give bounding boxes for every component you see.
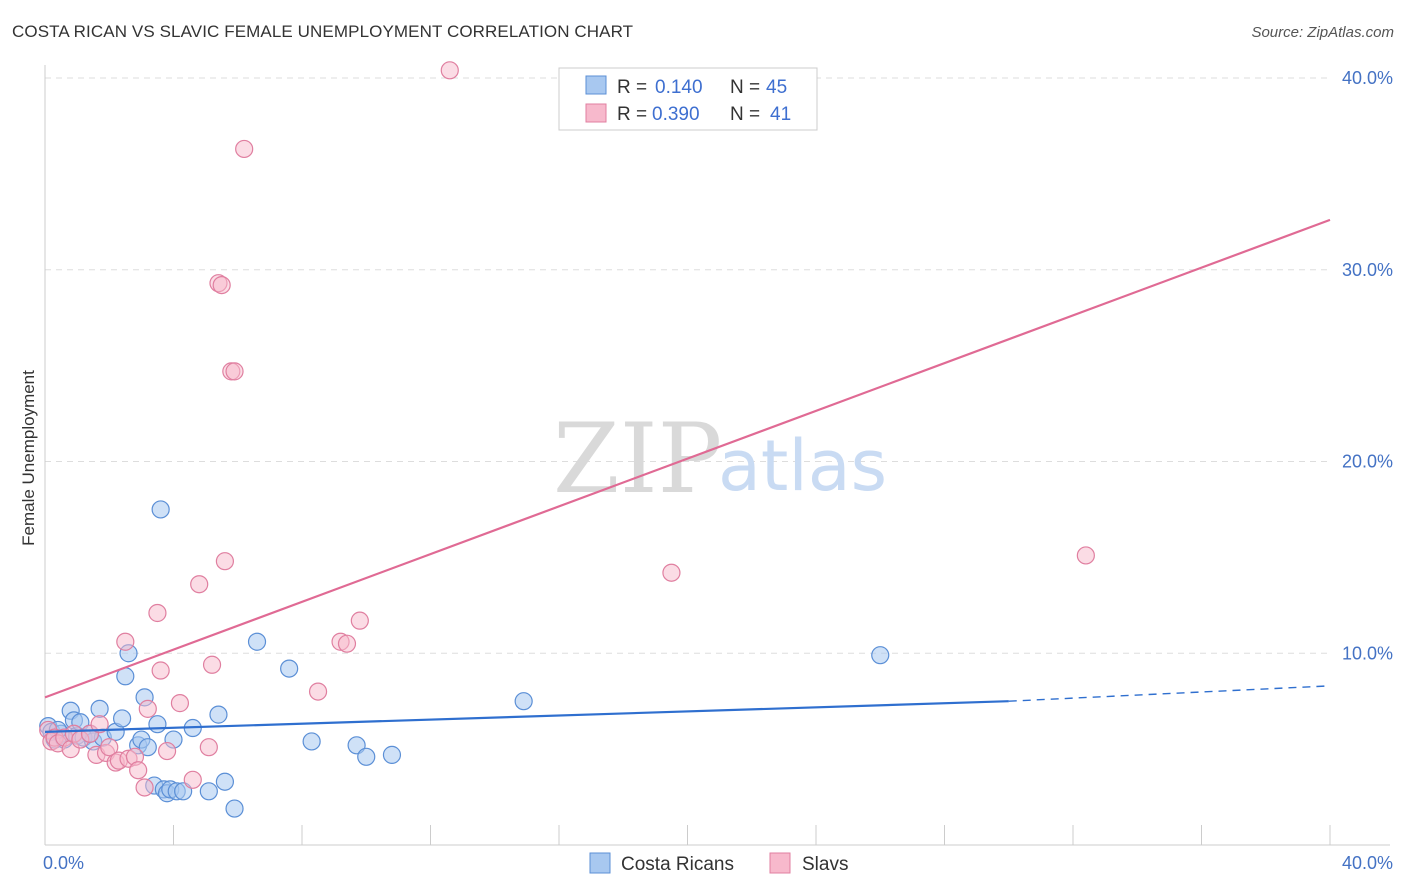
slav-trend-line	[44, 218, 1331, 699]
slav-point	[440, 61, 459, 80]
legend-swatch-costa	[585, 75, 607, 95]
costa-point	[112, 709, 132, 728]
x-tick-label: 0.0%	[43, 853, 84, 873]
slav-point	[350, 611, 369, 630]
slav-point	[202, 655, 222, 674]
costa-point	[382, 745, 402, 764]
costa-point	[138, 738, 157, 757]
slav-point	[151, 661, 170, 680]
y-axis-label: Female Unemployment	[19, 370, 38, 546]
slav-point	[183, 770, 202, 789]
watermark: ZIP atlas	[553, 403, 887, 515]
legend-n-value-costa: 45	[766, 77, 787, 98]
series-label-costa: Costa Ricans	[621, 854, 734, 875]
costa-point	[871, 646, 890, 665]
x-tick-label: 40.0%	[1342, 853, 1393, 873]
legend-r-label-costa: R =	[617, 77, 647, 98]
legend-r-label-slav: R =	[617, 104, 647, 125]
slav-point	[116, 632, 135, 651]
slav-point	[157, 741, 177, 761]
costa-point	[357, 747, 376, 766]
costa-point	[302, 732, 321, 751]
legend-n-label-slav: N =	[730, 104, 760, 125]
slav-point	[235, 139, 254, 159]
slav-point	[215, 552, 234, 571]
legend-r-value-costa: 0.140	[655, 77, 703, 98]
watermark-zip: ZIP	[553, 403, 722, 515]
costa-trend-extension	[1008, 685, 1331, 702]
slav-point	[212, 275, 231, 295]
slav-point	[100, 738, 119, 757]
series-label-slav: Slavs	[802, 854, 848, 875]
costa-trend-line	[44, 700, 1009, 733]
costa-point	[199, 782, 218, 801]
costa-point	[209, 705, 228, 724]
stats-legend: R = 0.140 N = 45 R = 0.390 N = 41	[558, 67, 818, 131]
costa-point	[151, 500, 170, 519]
slav-point	[148, 603, 167, 623]
slav-point	[90, 715, 109, 734]
slav-point	[225, 362, 244, 381]
series-swatch-slav	[769, 852, 791, 874]
costa-point	[247, 632, 267, 651]
y-tick-label: 20.0%	[1342, 452, 1393, 472]
legend-r-value-slav: 0.390	[652, 104, 700, 125]
source-label: Source: ZipAtlas.com	[1251, 24, 1394, 41]
chart-title: COSTA RICAN VS SLAVIC FEMALE UNEMPLOYMEN…	[12, 22, 634, 41]
series-legend: Costa Ricans Slavs	[589, 852, 848, 875]
y-tick-label: 30.0%	[1342, 260, 1393, 280]
costa-ricans-points	[39, 500, 890, 818]
slav-point	[337, 634, 357, 653]
slav-point	[308, 682, 328, 701]
slav-point	[129, 761, 148, 780]
axes	[44, 65, 1390, 846]
trend-lines	[44, 218, 1331, 733]
costa-point	[215, 772, 234, 791]
costa-point	[280, 659, 299, 678]
slav-point	[135, 778, 154, 797]
slav-point	[662, 563, 681, 582]
slav-point	[190, 575, 209, 594]
y-tick-label: 40.0%	[1342, 68, 1393, 88]
slav-point	[138, 699, 157, 718]
watermark-atlas: atlas	[718, 425, 887, 507]
legend-n-label-costa: N =	[730, 77, 760, 98]
slavs-points	[39, 61, 1095, 797]
costa-point	[225, 799, 244, 818]
grid-lines	[45, 77, 1330, 654]
costa-point	[148, 715, 167, 734]
slav-point	[199, 738, 218, 757]
legend-n-value-slav: 41	[770, 104, 791, 125]
costa-point	[90, 699, 109, 718]
y-tick-label: 10.0%	[1342, 643, 1393, 663]
legend-swatch-slav	[585, 103, 607, 123]
costa-point	[514, 692, 533, 711]
slav-point	[1076, 546, 1095, 565]
tick-labels: 10.0% 20.0% 30.0% 40.0% 0.0% 40.0%	[43, 68, 1393, 873]
slav-point	[170, 694, 190, 713]
series-swatch-costa	[589, 852, 611, 874]
